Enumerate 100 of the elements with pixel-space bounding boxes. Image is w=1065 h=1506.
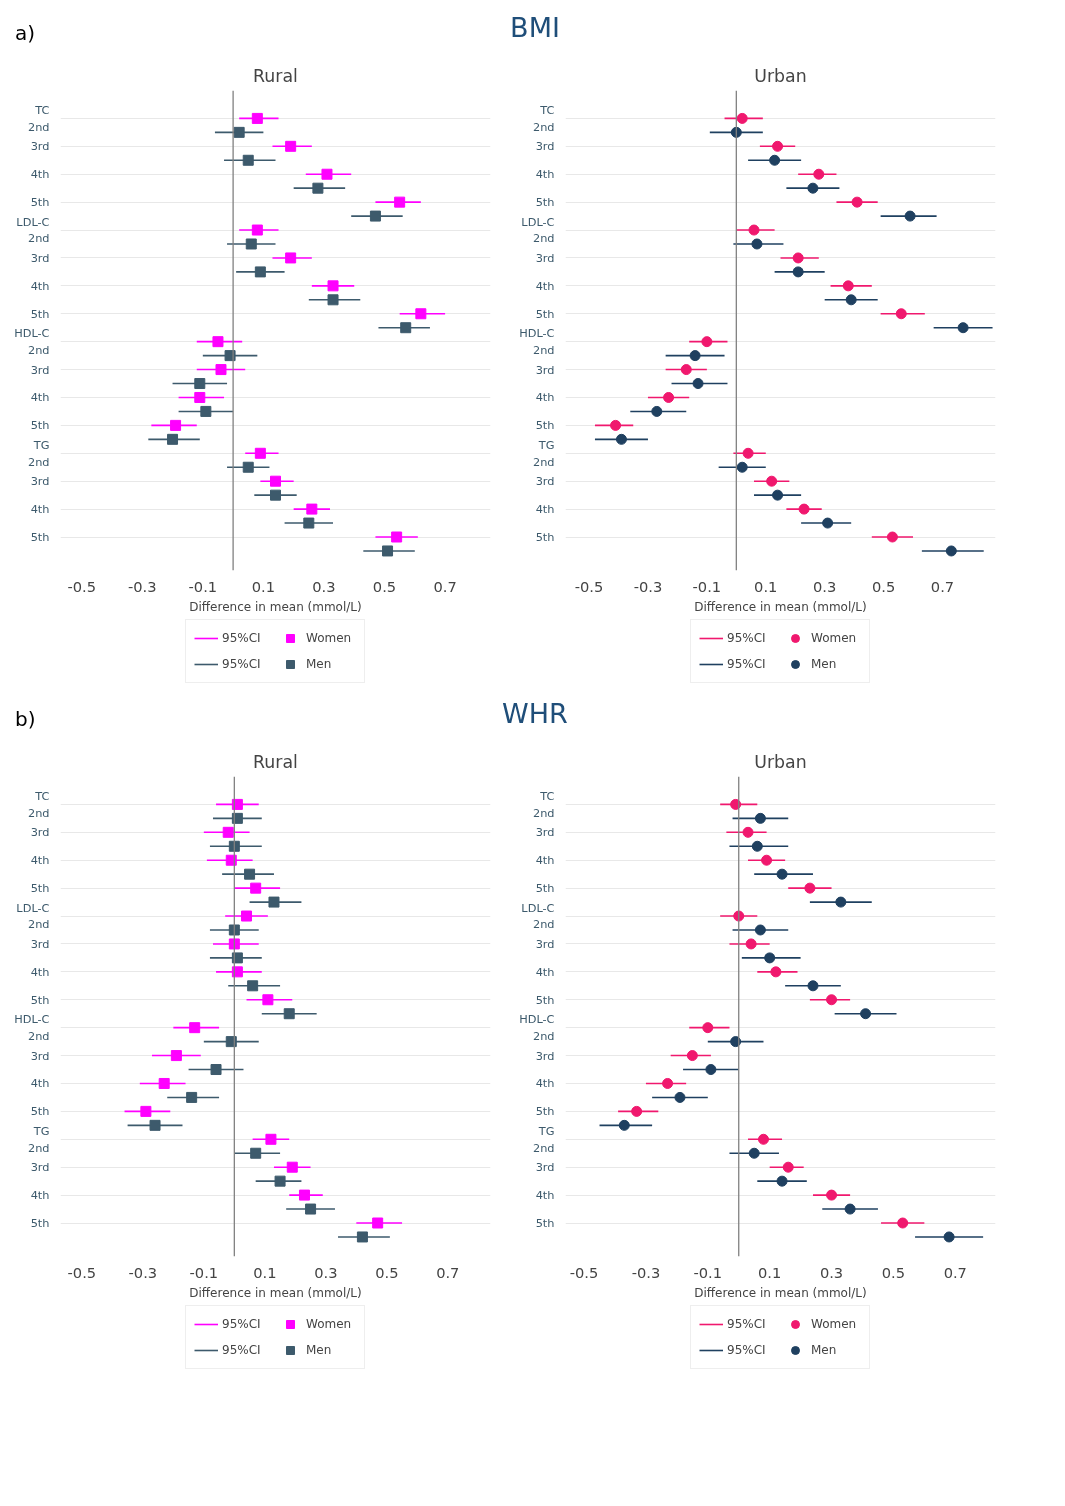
x-tick-label: 0.5 — [881, 1263, 906, 1281]
y-tick-label: 3rd — [535, 474, 555, 489]
text: 95%CI — [222, 1317, 262, 1331]
y-tick-label: 4th — [30, 167, 50, 182]
y-tick-label: LDL-C 2nd — [16, 900, 50, 932]
y-tick-label: 3rd — [535, 362, 555, 377]
y-tick-label: TG 2nd — [27, 1123, 50, 1155]
text: 95%CI — [727, 631, 767, 645]
legend-label: Men — [811, 657, 838, 671]
x-tick-label: 0.5 — [375, 1263, 399, 1281]
y-tick-label: 3rd — [535, 825, 555, 840]
legend-label: Women — [811, 1317, 858, 1331]
y-tick-label: 5th — [535, 418, 555, 433]
y-tick-label: 4th — [535, 502, 555, 517]
legend-label: Men — [306, 657, 333, 671]
text: 95%CI — [222, 657, 262, 671]
x-tick-label: 0.7 — [943, 1263, 967, 1281]
x-tick-label: 0.1 — [754, 577, 778, 595]
x-tick-label: 0.3 — [312, 577, 336, 595]
y-tick-label: HDL-C 2nd — [519, 1012, 555, 1044]
y-tick-label: 4th — [30, 1076, 50, 1091]
y-tick-label: 4th — [535, 1188, 555, 1203]
x-tick-label: 0.5 — [372, 577, 397, 595]
y-tick-label: 5th — [535, 992, 555, 1007]
text: 95%CI — [727, 1317, 767, 1331]
text: 95%CI — [222, 1343, 262, 1357]
y-tick-label: TC 2nd — [27, 789, 50, 820]
x-tick-label: 0.7 — [433, 577, 457, 595]
chart-title: Rural — [253, 65, 298, 86]
y-tick-label: 3rd — [535, 1048, 555, 1063]
y-tick-label: 5th — [30, 1216, 50, 1231]
x-tick-label: -0.1 — [693, 1263, 723, 1281]
x-tick-label: -0.1 — [692, 577, 722, 595]
y-tick-label: 5th — [30, 530, 50, 545]
x-tick-label: 0.5 — [871, 577, 896, 595]
y-tick-label: TC 2nd — [27, 103, 50, 134]
x-tick-label: 0.7 — [436, 1263, 460, 1281]
x-tick-label: -0.5 — [569, 1263, 599, 1281]
y-tick-label: HDL-C 2nd — [14, 326, 50, 358]
y-tick-label: 3rd — [30, 1160, 50, 1175]
y-tick-label: 3rd — [30, 825, 50, 840]
x-axis-title: Difference in mean (mmol/L) — [189, 599, 362, 614]
y-tick-label: 5th — [30, 992, 50, 1007]
y-tick-label: 4th — [30, 502, 50, 517]
y-tick-label: LDL-C 2nd — [521, 900, 555, 932]
y-tick-label: 3rd — [30, 474, 50, 489]
y-tick-label: TG 2nd — [27, 437, 50, 469]
y-tick-label: 3rd — [30, 1048, 50, 1063]
x-tick-label: -0.3 — [633, 577, 663, 595]
x-tick-label: -0.5 — [67, 1263, 97, 1281]
y-tick-label: 3rd — [535, 936, 555, 951]
chart-title: Urban — [754, 65, 807, 86]
y-tick-label: 3rd — [535, 139, 555, 154]
y-tick-label: 4th — [30, 390, 50, 405]
x-tick-label: 0.3 — [813, 577, 837, 595]
y-tick-label: 3rd — [30, 362, 50, 377]
y-tick-label: 3rd — [30, 139, 50, 154]
x-axis-title: Difference in mean (mmol/L) — [189, 1285, 362, 1300]
y-tick-label: 5th — [30, 195, 50, 210]
legend-label: Men — [306, 1343, 333, 1357]
text: BMI — [510, 12, 560, 43]
y-tick-label: 5th — [535, 1104, 555, 1119]
y-tick-label: TC 2nd — [532, 789, 555, 820]
x-tick-label: 0.1 — [253, 1263, 277, 1281]
y-tick-label: 4th — [535, 964, 555, 979]
chart-title: Rural — [253, 751, 298, 772]
y-tick-label: 4th — [535, 1076, 555, 1091]
y-tick-label: TG 2nd — [532, 437, 555, 469]
y-tick-label: 5th — [535, 195, 555, 210]
text: WHR — [502, 698, 568, 729]
y-tick-label: 3rd — [30, 250, 50, 265]
y-tick-label: 5th — [535, 1216, 555, 1231]
y-tick-label: 5th — [30, 418, 50, 433]
y-tick-label: 5th — [30, 306, 50, 321]
y-tick-label: 4th — [30, 278, 50, 293]
text: 95%CI — [222, 631, 262, 645]
y-tick-label: 5th — [535, 530, 555, 545]
y-tick-label: 5th — [30, 1104, 50, 1119]
x-tick-label: -0.5 — [67, 577, 97, 595]
x-tick-label: 0.3 — [819, 1263, 844, 1281]
x-tick-label: 0.1 — [251, 577, 276, 595]
y-tick-label: 5th — [535, 881, 555, 896]
y-tick-label: 4th — [30, 964, 50, 979]
x-axis-title: Difference in mean (mmol/L) — [694, 599, 867, 614]
y-tick-label: 4th — [535, 853, 555, 868]
x-tick-label: -0.1 — [188, 577, 218, 595]
legend-label: Men — [811, 1343, 838, 1357]
text: a) — [15, 20, 36, 47]
legend-label: Women — [306, 631, 353, 645]
legend-label: Women — [306, 1317, 353, 1331]
y-tick-label: LDL-C 2nd — [521, 214, 555, 246]
x-tick-label: -0.5 — [574, 577, 604, 595]
y-tick-label: 3rd — [535, 1160, 555, 1175]
x-tick-label: -0.3 — [631, 1263, 661, 1281]
y-tick-label: TG 2nd — [532, 1123, 555, 1155]
text: b) — [15, 706, 36, 733]
x-tick-label: 0.3 — [314, 1263, 338, 1281]
y-tick-label: 3rd — [30, 936, 50, 951]
y-tick-label: LDL-C 2nd — [16, 214, 50, 246]
legend-label: Women — [811, 631, 858, 645]
